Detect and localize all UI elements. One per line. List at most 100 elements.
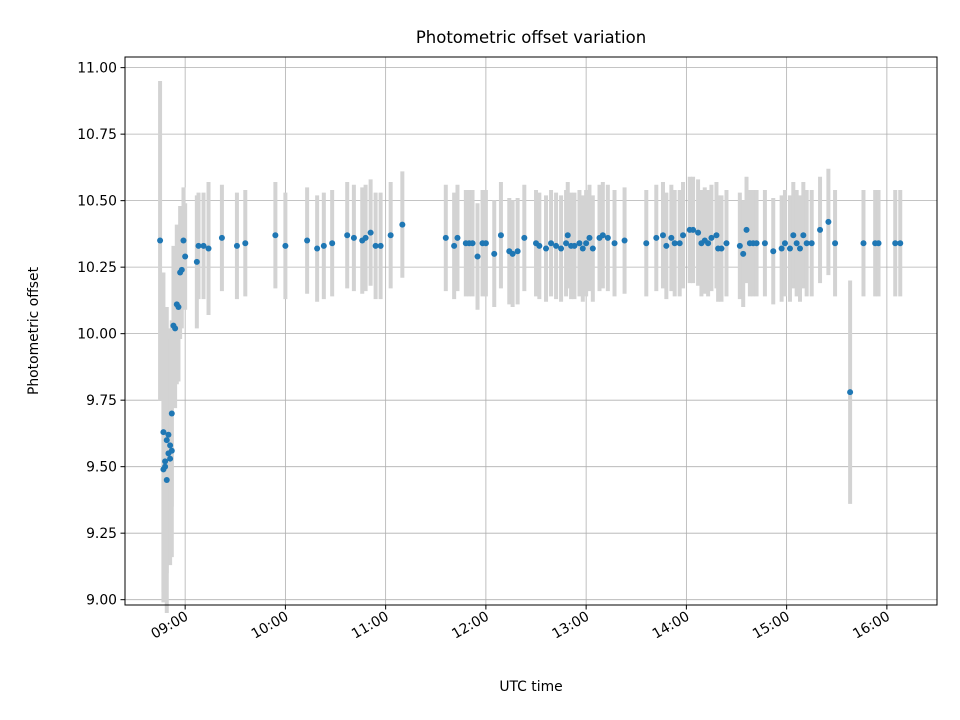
data-point	[611, 240, 618, 247]
data-point	[643, 240, 650, 247]
data-point	[497, 232, 504, 239]
data-point	[314, 245, 321, 252]
data-point	[832, 240, 839, 247]
data-point	[589, 245, 596, 252]
data-point	[536, 242, 543, 249]
data-point	[740, 250, 747, 257]
data-point	[377, 242, 384, 249]
data-point	[474, 253, 481, 260]
data-point	[344, 232, 351, 239]
chart-title: Photometric offset variation	[416, 28, 646, 47]
data-point	[454, 234, 461, 241]
data-point	[761, 240, 768, 247]
data-point	[680, 232, 687, 239]
data-point	[167, 442, 174, 449]
data-point	[825, 218, 832, 225]
data-point	[205, 245, 212, 252]
y-tick-label: 10.50	[77, 194, 117, 210]
data-point	[897, 240, 904, 247]
data-point	[695, 229, 702, 236]
data-point	[659, 232, 666, 239]
data-point	[576, 240, 583, 247]
grid-lines	[125, 57, 937, 605]
data-point	[571, 242, 578, 249]
y-tick-label: 11.00	[77, 61, 117, 77]
data-point	[621, 237, 628, 244]
x-axis-label: UTC time	[499, 679, 562, 695]
data-point	[653, 234, 660, 241]
data-point	[162, 458, 169, 465]
plot-frame	[124, 56, 938, 606]
data-point	[860, 240, 867, 247]
data-point	[162, 463, 169, 470]
data-point	[705, 240, 712, 247]
data-point	[182, 253, 189, 260]
data-point	[167, 455, 174, 462]
data-point	[193, 258, 200, 265]
data-point	[163, 476, 170, 483]
data-points	[157, 218, 904, 483]
data-point	[320, 242, 327, 249]
data-point	[163, 437, 170, 444]
data-point	[790, 232, 797, 239]
data-point	[599, 232, 606, 239]
y-tick-label: 10.25	[77, 260, 117, 276]
data-point	[781, 240, 788, 247]
data-point	[564, 232, 571, 239]
data-point	[583, 240, 590, 247]
data-point	[451, 242, 458, 249]
data-point	[172, 325, 179, 332]
data-point	[160, 429, 167, 436]
data-point	[218, 234, 225, 241]
data-point	[367, 229, 374, 236]
y-tick-label: 9.00	[86, 593, 117, 609]
y-axis-ticks: 9.00 9.25 9.50 9.75 10.00 10.25 10.50 10.75 11.0…	[77, 61, 125, 609]
data-point	[165, 431, 172, 438]
data-point	[800, 232, 807, 239]
data-point	[399, 221, 406, 228]
data-point	[663, 242, 670, 249]
data-point	[175, 304, 182, 311]
data-point	[514, 248, 521, 255]
y-tick-label: 9.25	[86, 526, 117, 542]
data-point	[676, 240, 683, 247]
y-tick-label: 10.00	[77, 327, 117, 343]
data-point	[563, 240, 570, 247]
data-point	[713, 232, 720, 239]
data-point	[553, 242, 560, 249]
data-point	[282, 242, 289, 249]
data-point	[168, 447, 175, 454]
data-point	[442, 234, 449, 241]
data-point	[350, 234, 357, 241]
data-point	[708, 234, 715, 241]
data-point	[491, 250, 498, 257]
y-tick-label: 9.75	[86, 393, 117, 409]
data-point	[793, 240, 800, 247]
data-point	[808, 240, 815, 247]
data-point	[200, 242, 207, 249]
data-point	[304, 237, 311, 244]
data-point	[329, 240, 336, 247]
data-point	[817, 226, 824, 233]
data-point	[579, 245, 586, 252]
data-point	[548, 240, 555, 247]
data-point	[195, 242, 202, 249]
data-point	[604, 234, 611, 241]
data-point	[469, 240, 476, 247]
data-point	[690, 226, 697, 233]
data-point	[892, 240, 899, 247]
data-point	[521, 234, 528, 241]
data-point	[671, 240, 678, 247]
data-point	[847, 389, 854, 396]
data-point	[803, 240, 810, 247]
data-point	[736, 242, 743, 249]
data-point	[272, 232, 279, 239]
data-point	[875, 240, 882, 247]
data-point	[180, 237, 187, 244]
data-point	[796, 245, 803, 252]
data-point	[387, 232, 394, 239]
data-point	[543, 245, 550, 252]
data-point	[558, 245, 565, 252]
data-point	[362, 234, 369, 241]
